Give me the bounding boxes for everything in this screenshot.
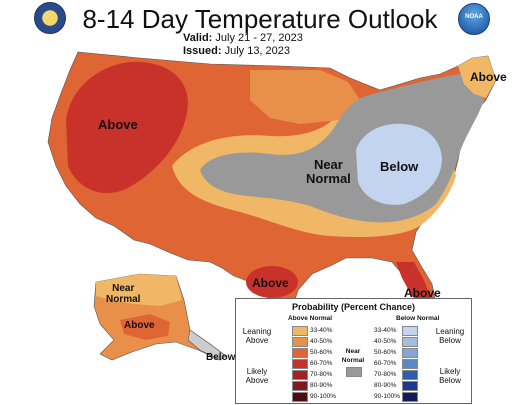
label-above-northeast: Above <box>470 70 507 84</box>
alaska-near-line1: Near <box>112 283 135 294</box>
legend-above-header: Above Normal <box>288 315 333 322</box>
noaa-logo-icon: NOAA <box>458 3 490 35</box>
label-alaska-near-normal: Near Normal <box>106 283 140 305</box>
legend-below-bin-label: 33-40% <box>374 327 397 334</box>
leaning-above-line2: Above <box>245 336 269 345</box>
legend-above-bin-swatch <box>292 348 308 358</box>
likely-below-line2: Below <box>439 376 461 385</box>
legend-below-header: Below Normal <box>396 315 440 322</box>
alaska-above-50-region <box>120 314 170 340</box>
label-below-ohio: Below <box>380 159 419 174</box>
leaning-above-line1: Leaning <box>242 327 272 336</box>
likely-below-line1: Likely <box>439 367 461 376</box>
legend-below-bin-label: 40-50% <box>374 338 397 345</box>
legend-title: Probability (Percent Chance) <box>291 302 416 312</box>
legend-above-bin-label: 60-70% <box>310 360 333 367</box>
legend-above-bin-label: 40-50% <box>310 338 333 345</box>
legend-near-normal: Near Normal <box>334 347 372 365</box>
legend-above-bin-label: 90-100% <box>310 393 337 400</box>
legend-above-bin-swatch <box>292 359 308 369</box>
above-40-50-midwest <box>250 70 360 124</box>
near-line2: Normal <box>341 357 365 364</box>
legend-above-bin-label: 80-90% <box>310 382 333 389</box>
above-60-70-texas <box>246 266 298 298</box>
legend-below-bin-label: 90-100% <box>374 393 401 400</box>
legend-above-bin-label: 70-80% <box>310 371 333 378</box>
valid-line: Valid: July 21 - 27, 2023 <box>183 32 303 45</box>
legend-below-bin-swatch <box>402 326 418 336</box>
legend-below-bin-swatch <box>402 370 418 380</box>
valid-label: Valid: <box>183 32 213 44</box>
label-above-west: Above <box>98 117 138 132</box>
label-above-florida: Above <box>404 286 441 300</box>
valid-value: July 21 - 27, 2023 <box>215 32 303 44</box>
legend-above-bin-swatch <box>292 326 308 336</box>
legend-below-bin-swatch <box>402 348 418 358</box>
legend-below-bin-label: 50-60% <box>374 349 397 356</box>
above-60-70-florida <box>396 262 432 308</box>
label-alaska-below: Below <box>206 352 236 363</box>
above-60-70-west <box>66 61 188 194</box>
legend-likely-above: Likely Above <box>240 367 274 385</box>
issued-label: Issued: <box>183 45 222 57</box>
near-normal-line1: Near <box>313 157 343 172</box>
near-normal-line2: Normal <box>306 171 351 186</box>
legend-leaning-above: Leaning Above <box>240 327 274 345</box>
legend-above-bin-label: 33-40% <box>310 327 333 334</box>
likely-above-line1: Likely <box>246 367 268 376</box>
page-title: 8-14 Day Temperature Outlook <box>82 4 438 34</box>
legend-above-bin-swatch <box>292 381 308 391</box>
leaning-below-line1: Leaning <box>435 327 465 336</box>
legend-below-bin-swatch <box>402 392 418 402</box>
legend-below-bin-swatch <box>402 359 418 369</box>
legend-below-bin-label: 60-70% <box>374 360 397 367</box>
legend-near-swatch <box>346 367 362 377</box>
legend-below-bin-label: 80-90% <box>374 382 397 389</box>
commerce-seal-icon <box>34 2 66 34</box>
near-line1: Near <box>345 348 361 355</box>
alaska-near-line2: Normal <box>106 294 141 305</box>
legend-above-bin-swatch <box>292 392 308 402</box>
above-new-england <box>458 56 496 98</box>
issued-line: Issued: July 13, 2023 <box>183 45 303 58</box>
legend-box: Probability (Percent Chance) Above Norma… <box>235 298 472 404</box>
label-above-texas: Above <box>252 276 289 290</box>
alaska-near-normal-region <box>96 274 182 306</box>
likely-above-line2: Above <box>245 376 269 385</box>
label-near-normal-central: Near Normal <box>306 158 351 186</box>
below-normal-region <box>356 123 442 205</box>
noaa-logo-text: NOAA <box>465 14 483 20</box>
alaska-panhandle <box>187 329 227 361</box>
leaning-below-line2: Below <box>439 336 461 345</box>
dates-block: Valid: July 21 - 27, 2023 Issued: July 1… <box>183 32 303 58</box>
label-alaska-above: Above <box>124 320 155 331</box>
legend-above-bin-swatch <box>292 370 308 380</box>
legend-leaning-below: Leaning Below <box>432 327 468 345</box>
legend-below-bin-swatch <box>402 381 418 391</box>
legend-above-bin-label: 50-60% <box>310 349 333 356</box>
legend-likely-below: Likely Below <box>432 367 468 385</box>
legend-below-bin-label: 70-80% <box>374 371 397 378</box>
legend-above-bin-swatch <box>292 337 308 347</box>
legend-below-bin-swatch <box>402 337 418 347</box>
issued-value: July 13, 2023 <box>224 45 291 57</box>
